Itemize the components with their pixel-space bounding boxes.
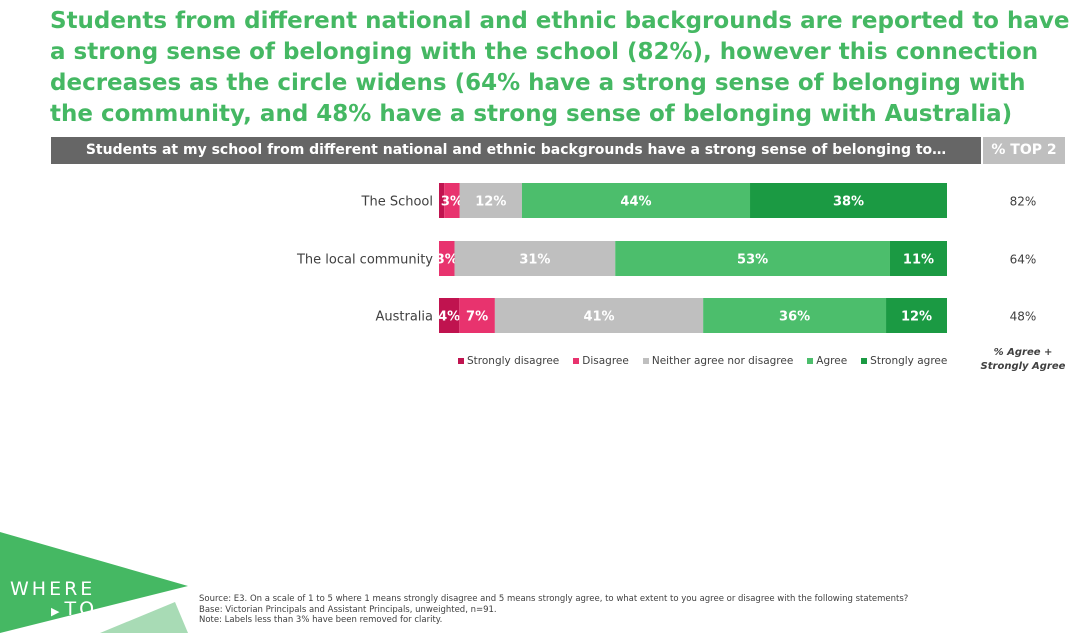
category-label: The local community [296,253,433,268]
data-label: 12% [901,310,932,325]
category-label: Australia [375,310,433,325]
data-label: 3% [441,195,463,210]
bar-segment [703,298,887,333]
bar-segment [521,183,751,218]
logo-line1: WHERE [10,578,96,600]
question-banner: Students at my school from different nat… [51,137,981,164]
bar-segment [615,241,890,276]
data-label: 41% [583,310,614,325]
legend-swatch [458,358,464,364]
bar-segment [750,183,947,218]
top2-note: % Agree + Strongly Agree [980,347,1066,372]
top2-column-header: % TOP 2 [983,137,1065,164]
legend-item: Neither agree nor disagree [642,355,794,367]
footnote-base: Base: Victorian Principals and Assistant… [199,604,497,615]
legend-item: Strongly disagree [458,355,559,367]
footnote: Source: E3. On a scale of 1 to 5 where 1… [199,594,1069,626]
data-label: 11% [903,253,934,268]
top2-value: 64% [1010,253,1037,267]
legend-label: Neither agree nor disagree [651,355,794,367]
data-label: 3% [436,253,458,268]
footnote-source: Source: E3. On a scale of 1 to 5 where 1… [199,594,909,604]
legend-swatch [807,358,814,364]
chart-legend: Strongly disagree Disagree Neither agree n… [458,353,961,369]
legend-swatch [573,358,580,364]
bar-segment [889,241,947,276]
data-label: 31% [519,253,550,268]
logo-triangle [0,532,188,633]
legend-swatch [861,358,868,364]
bar-segment [439,298,460,333]
top2-value: 82% [1010,195,1037,209]
footnote-note: Note: Labels less than 3% have been remo… [199,615,443,625]
data-label: 53% [737,253,768,268]
stacked-bar-chart: The School 3% 12% 44% 38% 82% The local commun… [296,183,1037,333]
legend-swatch [642,358,649,364]
legend-label: Strongly agree [870,355,948,367]
bar-segment [886,298,947,333]
legend-item: Disagree [573,355,629,367]
logo-line2-text: TO [64,598,98,620]
legend-label: Agree [816,355,848,367]
bar-segment [494,298,704,333]
data-label: 12% [475,195,506,210]
headline: Students from different national and eth… [50,8,1070,127]
data-label: 4% [438,310,460,325]
bar-segment [454,241,616,276]
data-label: 36% [779,310,810,325]
bar-segment [439,183,445,218]
logo-graphic [0,532,188,633]
bar-segment [459,183,522,218]
logo-accent [100,602,188,633]
category-label: The School [361,195,433,210]
data-label: 38% [833,195,864,210]
legend-item: Strongly agree [861,355,947,367]
data-label: 7% [466,310,488,325]
top2-value: 48% [1010,310,1037,324]
logo-line2: ▶ TO [10,600,97,621]
legend-item: Agree [807,355,847,367]
bar-segment [444,183,460,218]
bar-segment [439,241,455,276]
data-label: 44% [620,195,651,210]
play-arrow-icon: ▶ [51,605,60,618]
legend-label: Disagree [582,355,629,367]
legend-label: Strongly disagree [467,355,560,367]
bar-segment [459,298,495,333]
where-to-logo: WHERE ▶ TO [10,580,97,621]
